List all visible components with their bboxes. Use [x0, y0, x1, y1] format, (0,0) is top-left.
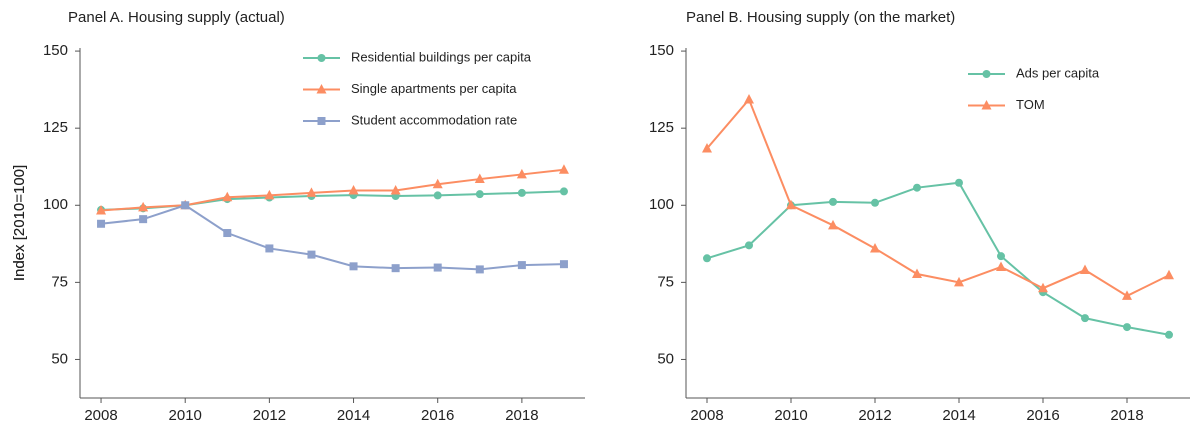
point — [912, 268, 922, 279]
series-line — [101, 190, 564, 211]
point — [744, 93, 754, 104]
point — [474, 173, 485, 184]
legend-marker — [317, 117, 326, 125]
legend-marker — [982, 70, 991, 78]
point — [222, 191, 233, 202]
point — [954, 276, 964, 287]
point — [558, 164, 569, 174]
point — [138, 201, 149, 212]
point — [955, 178, 963, 187]
point — [1080, 264, 1090, 275]
y-tick-label: 75 — [51, 273, 68, 290]
point — [996, 261, 1006, 271]
point — [517, 261, 526, 270]
legend-label: Single apartments per capita — [351, 81, 517, 96]
series-line — [706, 181, 1170, 336]
y-tick-label: 100 — [43, 196, 68, 213]
x-tick-label: 2018 — [505, 407, 538, 424]
x-tick-label: 2014 — [337, 407, 370, 424]
point — [97, 219, 106, 228]
point — [390, 184, 401, 195]
y-axis-label: Index [2010=100] — [11, 165, 28, 281]
point — [433, 263, 442, 272]
y-axis-label: Index [2010=100] — [11, 165, 28, 281]
point — [1164, 269, 1174, 280]
legend-marker — [316, 84, 327, 94]
legend-marker — [981, 100, 992, 110]
point — [348, 184, 359, 195]
point — [703, 254, 711, 263]
x-tick-label: 2018 — [1110, 407, 1143, 424]
series-line — [706, 97, 1170, 298]
x-tick-label: 2008 — [84, 407, 117, 424]
point — [1123, 323, 1131, 332]
y-tick-label: 125 — [649, 119, 674, 136]
x-tick-label: 2014 — [942, 407, 975, 424]
point — [433, 191, 442, 200]
point — [432, 178, 443, 189]
point — [307, 250, 316, 259]
point — [264, 189, 275, 200]
x-tick-label: 2008 — [690, 407, 723, 424]
point — [997, 252, 1005, 261]
point — [745, 241, 753, 250]
point — [349, 262, 358, 271]
x-tick-label: 2016 — [1026, 407, 1059, 424]
point — [475, 190, 484, 199]
x-tick-label: 2010 — [169, 407, 202, 424]
y-tick-label: 100 — [649, 196, 674, 213]
x-tick-label: 2016 — [421, 407, 454, 424]
legend-label: TOM — [1016, 97, 1045, 112]
series-line — [100, 204, 564, 271]
y-tick-label: 50 — [51, 350, 68, 367]
point — [265, 244, 274, 253]
point — [702, 143, 712, 153]
point — [516, 168, 527, 179]
point — [870, 242, 880, 253]
legend-label: Residential buildings per capita — [351, 49, 532, 64]
point — [913, 183, 921, 192]
point — [1165, 330, 1173, 339]
legend-label: Student accommodation rate — [351, 112, 517, 127]
legend-label: Ads per capita — [1016, 65, 1100, 80]
point — [139, 215, 148, 224]
point — [181, 201, 190, 210]
series-line — [100, 168, 565, 212]
point — [475, 265, 484, 274]
x-tick-label: 2012 — [253, 407, 286, 424]
point — [391, 264, 400, 273]
point — [517, 188, 526, 197]
y-tick-label: 75 — [657, 273, 674, 290]
x-tick-label: 2010 — [774, 407, 807, 424]
legend-marker — [317, 54, 326, 62]
point — [786, 199, 796, 210]
point — [829, 197, 837, 206]
y-tick-label: 150 — [649, 42, 674, 59]
point — [223, 229, 232, 238]
point — [306, 187, 317, 197]
y-tick-label: 125 — [43, 119, 68, 136]
point — [96, 205, 107, 215]
panel-title: Panel A. Housing supply (actual) — [68, 9, 285, 26]
point — [828, 219, 838, 230]
point — [1081, 314, 1089, 323]
point — [559, 260, 568, 269]
point — [1122, 290, 1132, 300]
panel-title: Panel B. Housing supply (on the market) — [686, 9, 955, 26]
x-tick-label: 2012 — [858, 407, 891, 424]
y-tick-label: 150 — [43, 42, 68, 59]
y-tick-label: 50 — [657, 350, 674, 367]
point — [871, 198, 879, 207]
point — [1038, 282, 1048, 293]
point — [559, 187, 568, 196]
